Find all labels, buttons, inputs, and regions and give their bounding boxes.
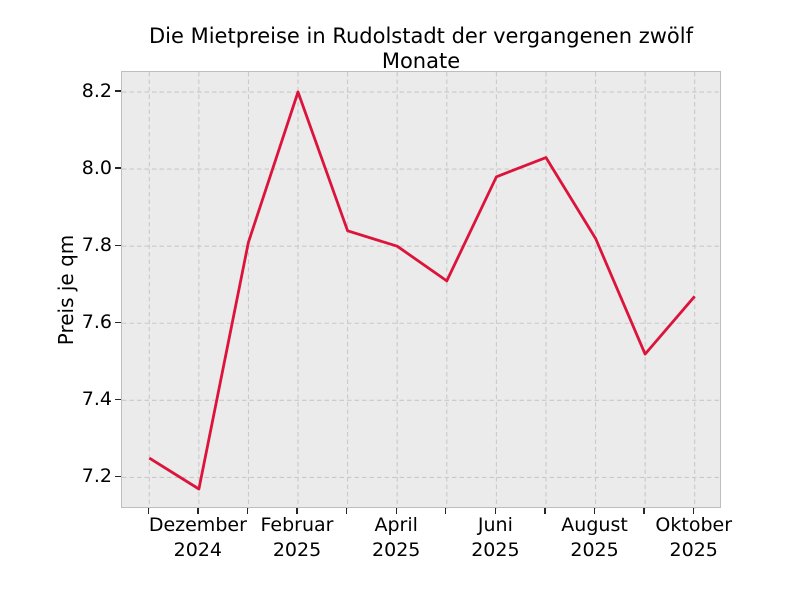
x-tick-label: Juni 2025 xyxy=(471,514,520,561)
plot-area xyxy=(121,71,722,509)
x-tick-label: April 2025 xyxy=(372,514,421,561)
x-tick-label: Dezember 2024 xyxy=(148,514,247,561)
y-tick-label: 8.2 xyxy=(81,80,112,103)
x-tick-label: August 2025 xyxy=(561,514,628,561)
x-tick-label: Februar 2025 xyxy=(260,514,334,561)
x-tick-label: Oktober 2025 xyxy=(655,514,733,561)
line-chart-canvas xyxy=(122,72,722,509)
chart-title: Die Mietpreise in Rudolstadt der vergang… xyxy=(149,24,693,73)
y-axis-label: Preis je qm xyxy=(54,234,78,346)
price-line xyxy=(148,90,696,491)
y-tick-label: 7.2 xyxy=(81,465,112,488)
